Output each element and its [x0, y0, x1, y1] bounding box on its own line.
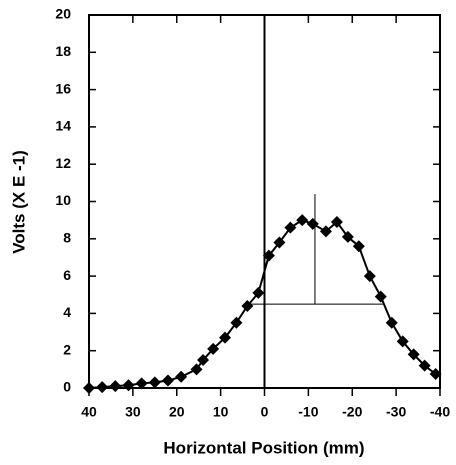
data-point — [319, 225, 332, 238]
data-point — [363, 270, 376, 283]
data-point — [230, 316, 243, 329]
data-point — [306, 217, 319, 230]
data-point — [109, 380, 122, 393]
y-tick-label: 6 — [63, 267, 71, 283]
x-tick-label: 0 — [261, 404, 269, 420]
data-point — [148, 376, 161, 389]
data-point — [241, 299, 254, 312]
y-tick-label: 20 — [55, 6, 71, 22]
data-point — [190, 363, 203, 376]
data-point — [352, 240, 365, 253]
data-point — [96, 381, 109, 394]
x-tick-label: -30 — [386, 404, 406, 420]
x-tick-label: 10 — [213, 404, 229, 420]
data-point — [385, 316, 398, 329]
data-point — [161, 374, 174, 387]
y-tick-label: 14 — [55, 118, 71, 134]
data-point — [407, 348, 420, 361]
data-point — [341, 230, 354, 243]
x-tick-label: -10 — [298, 404, 318, 420]
data-point — [262, 249, 275, 262]
data-point — [284, 221, 297, 234]
y-tick-label: 4 — [63, 304, 71, 320]
data-point — [135, 377, 148, 390]
x-tick-label: -40 — [430, 404, 450, 420]
x-tick-label: 20 — [169, 404, 185, 420]
y-tick-label: 0 — [63, 379, 71, 395]
x-tick-label: 40 — [81, 404, 97, 420]
data-point — [219, 331, 232, 344]
x-tick-label: -20 — [342, 404, 362, 420]
data-point — [330, 216, 343, 229]
data-point — [83, 382, 95, 394]
y-tick-label: 2 — [63, 341, 71, 357]
y-tick-label: 16 — [55, 80, 71, 96]
data-point — [175, 370, 188, 383]
data-point — [273, 236, 286, 249]
data-point — [296, 214, 309, 227]
y-tick-label: 12 — [55, 155, 71, 171]
x-tick-label: 30 — [125, 404, 141, 420]
data-point — [374, 290, 387, 303]
y-tick-label: 10 — [55, 192, 71, 208]
y-tick-label: 18 — [55, 43, 71, 59]
x-axis-label: Horizontal Position (mm) — [163, 438, 364, 457]
data-point — [197, 354, 210, 367]
data-point — [429, 368, 442, 381]
data-point — [418, 359, 431, 372]
y-tick-label: 8 — [63, 230, 71, 246]
data-point — [207, 342, 220, 355]
data-point — [252, 286, 265, 299]
data-point — [396, 335, 409, 348]
data-point — [122, 379, 135, 392]
y-axis-label: Volts (X E -1) — [9, 150, 28, 254]
